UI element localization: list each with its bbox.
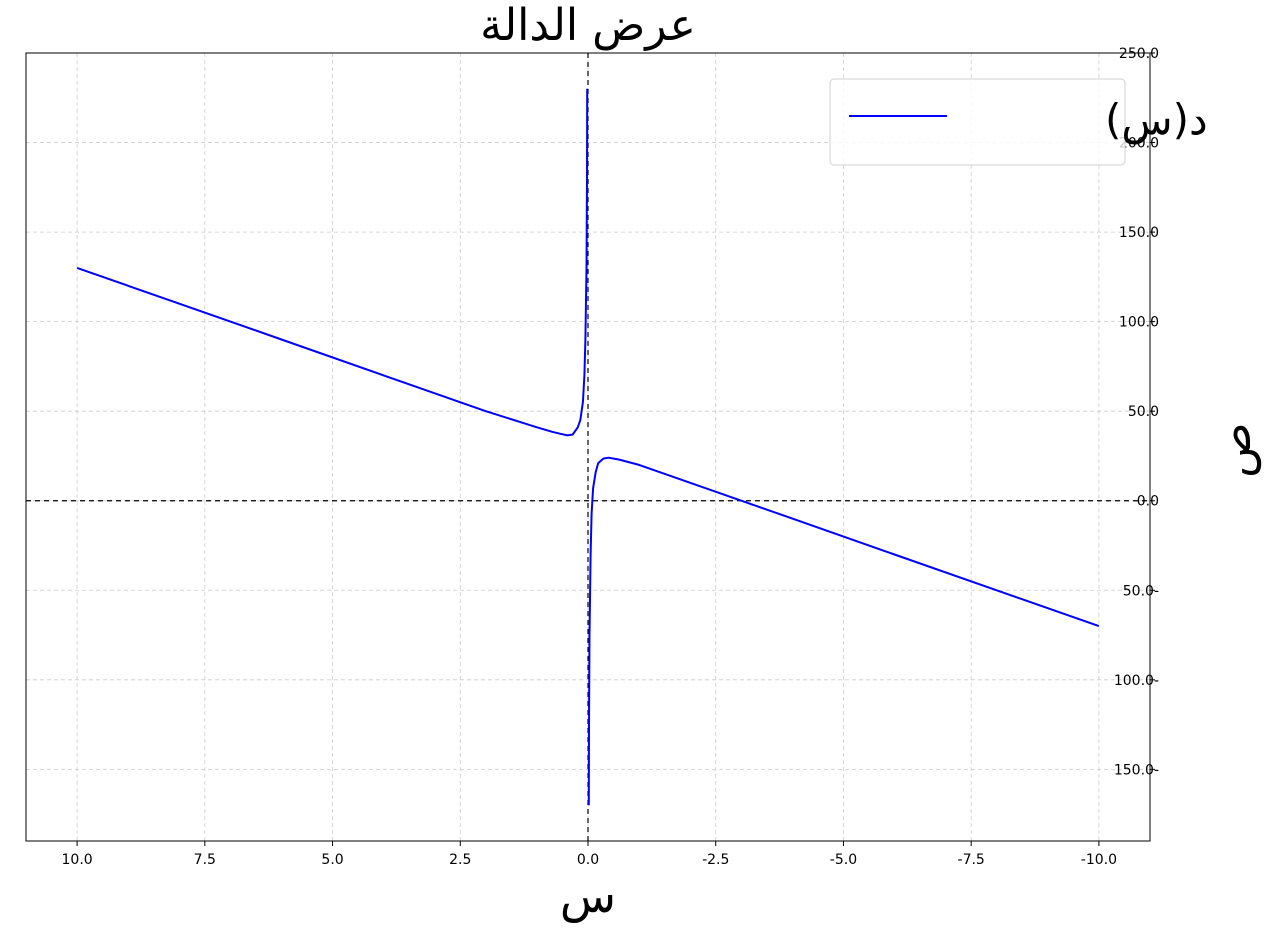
- series-layer: [76, 88, 1100, 806]
- chart-title: عرض الدالة: [480, 0, 696, 51]
- reference-lines: [26, 53, 1150, 841]
- y-tick-label: 100.0: [1119, 315, 1159, 331]
- x-tick-label: -10.0: [1081, 852, 1117, 868]
- x-tick-label: 2.5: [449, 852, 471, 868]
- x-tick-label: 7.5: [194, 852, 216, 868]
- y-tick-label: 200.0: [1119, 136, 1159, 152]
- series-line-segment-2: [587, 456, 1100, 806]
- x-tick-labels: 10.0 7.5 5.0 2.5 0.0 -2.5 -5.0 -7.5 -10.0: [62, 852, 1118, 868]
- y-tick-label: -150.0: [1114, 762, 1159, 778]
- y-axis-label: ص: [1207, 422, 1262, 478]
- series-line-segment-1: [76, 88, 589, 437]
- legend-box: [829, 78, 1126, 166]
- x-tick-label: 5.0: [321, 852, 343, 868]
- y-tick-label: 0.0: [1137, 494, 1159, 510]
- x-tick-label: 0.0: [577, 852, 599, 868]
- y-tick-label: -50.0: [1123, 583, 1159, 599]
- legend: د(س): [829, 78, 1208, 166]
- y-tick-labels: 250.0 200.0 150.0 100.0 50.0 0.0 -50.0 -100.0 -1…: [1114, 46, 1159, 778]
- tick-marks: [76, 52, 1155, 846]
- y-tick-label: -100.0: [1114, 673, 1159, 689]
- x-axis-label: س: [560, 869, 616, 923]
- y-tick-label: 250.0: [1119, 46, 1159, 62]
- legend-label: د(س): [1105, 95, 1208, 144]
- x-tick-label: -5.0: [830, 852, 857, 868]
- x-tick-label: 10.0: [62, 852, 93, 868]
- y-tick-label: 150.0: [1119, 225, 1159, 241]
- y-tick-label: 50.0: [1128, 404, 1159, 420]
- x-tick-label: -2.5: [702, 852, 729, 868]
- x-tick-label: -7.5: [958, 852, 985, 868]
